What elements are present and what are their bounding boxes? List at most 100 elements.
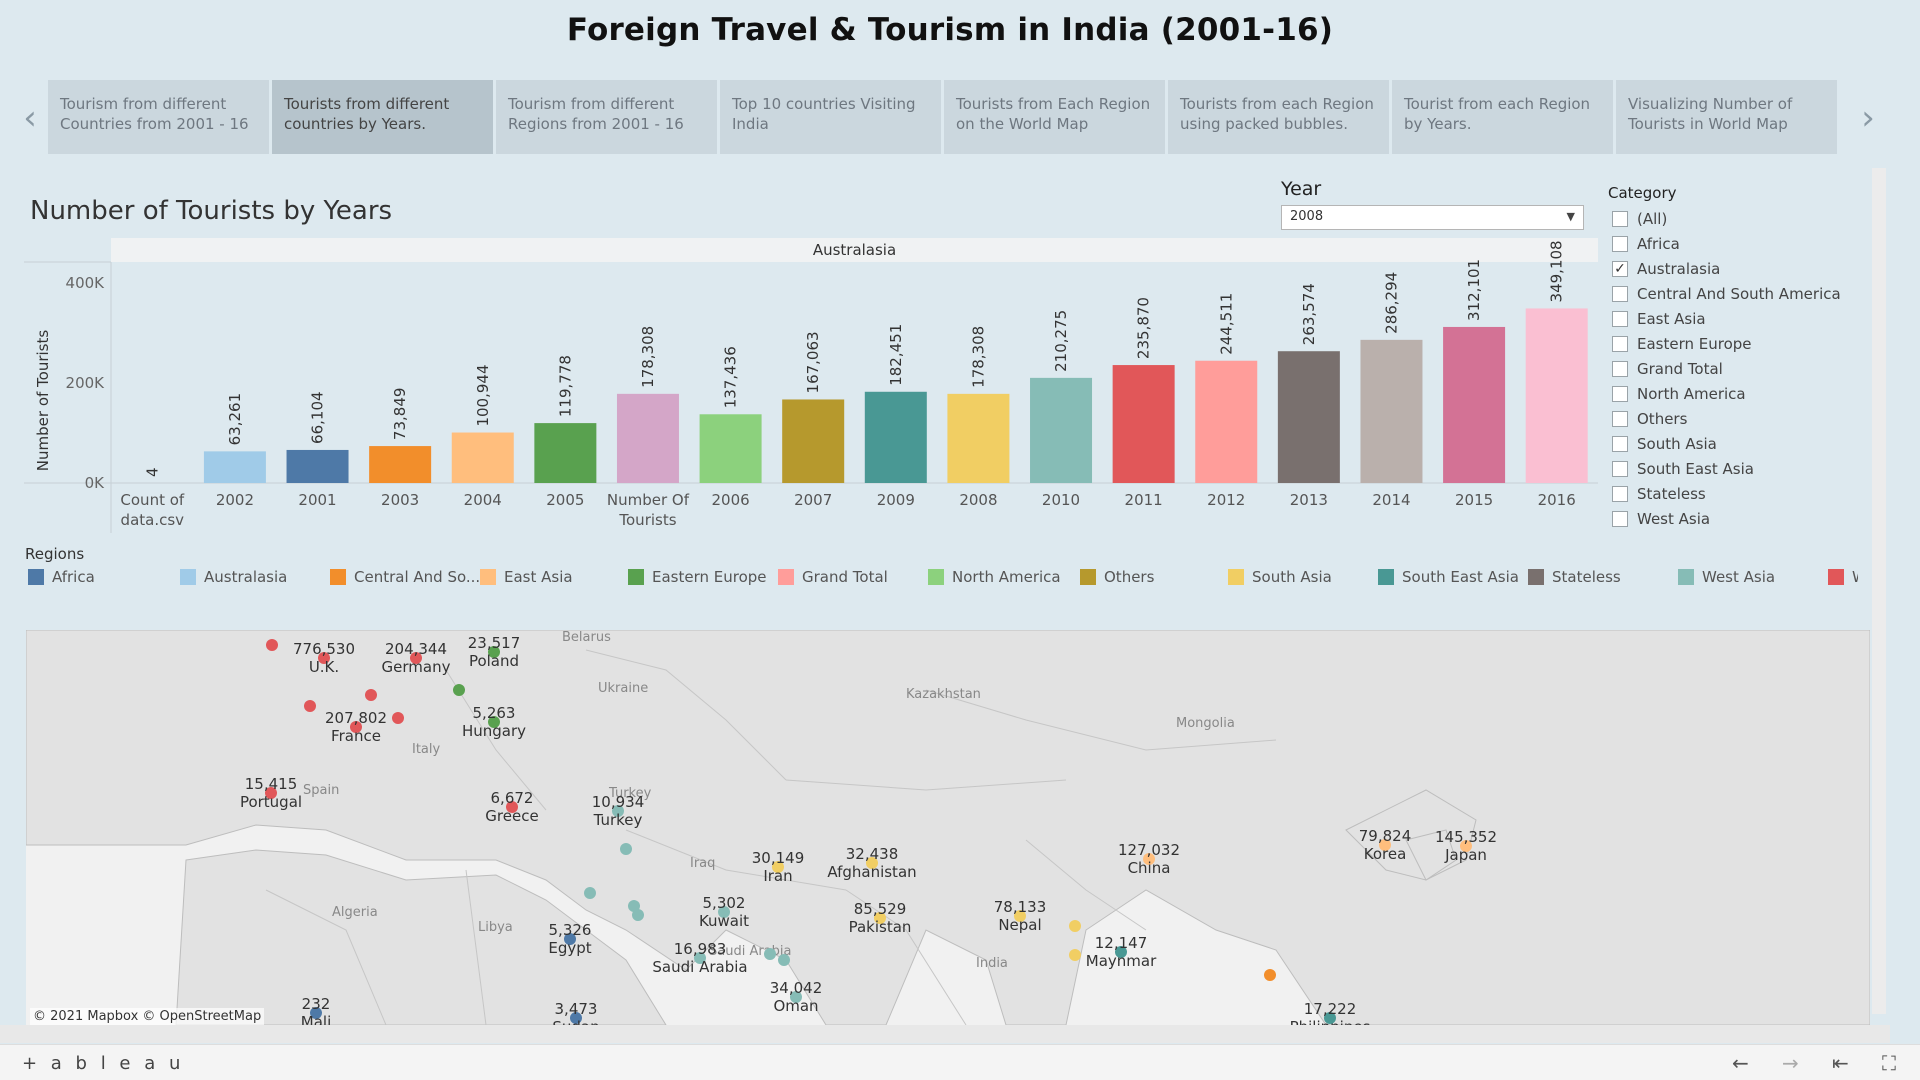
story-tab-4[interactable]: Top 10 countries Visiting India [720,80,941,154]
year-dropdown[interactable]: 2008 ▼ [1281,205,1584,230]
map-point[interactable] [1264,969,1276,981]
map-point[interactable] [488,716,500,728]
map-point[interactable] [632,909,644,921]
story-tab-1[interactable]: Tourism from different Countries from 20… [48,80,269,154]
map-point[interactable] [866,857,878,869]
map-point[interactable] [1143,853,1155,865]
legend-item[interactable]: Eastern Europe [628,568,767,586]
bar[interactable] [782,399,845,483]
checkbox-checked-icon[interactable]: ✓ [1612,260,1628,277]
map-point[interactable] [1115,946,1127,958]
checkbox-icon[interactable] [1612,285,1628,302]
bar[interactable] [947,393,1010,483]
bar[interactable] [451,432,514,483]
bar[interactable] [1112,365,1175,483]
bar[interactable] [616,393,679,483]
horizontal-scrollbar[interactable] [0,1025,1890,1043]
map-point[interactable] [318,652,330,664]
vertical-scrollbar[interactable] [1872,168,1886,1014]
legend-item[interactable]: South East Asia [1378,568,1519,586]
category-option[interactable]: Stateless [1612,481,1841,506]
checkbox-icon[interactable] [1612,485,1628,502]
legend-item[interactable]: West Asia [1678,568,1775,586]
legend-item[interactable]: Central And So... [330,568,480,586]
bar[interactable] [369,446,432,483]
checkbox-icon[interactable] [1612,310,1628,327]
map-point[interactable] [304,700,316,712]
bar[interactable] [1030,377,1093,483]
story-tab-2[interactable]: Tourists from different countries by Yea… [272,80,493,154]
map-point[interactable] [612,805,624,817]
bar[interactable] [1525,308,1588,483]
category-option[interactable]: Africa [1612,231,1841,256]
world-map[interactable]: Belarus Ukraine Kazakhstan Mongolia Spain Ita… [26,630,1870,1025]
bar[interactable] [864,391,927,483]
category-option[interactable]: Central And South America [1612,281,1841,306]
checkbox-icon[interactable] [1612,410,1628,427]
category-option[interactable]: Others [1612,406,1841,431]
map-point[interactable] [392,712,404,724]
map-point[interactable] [778,954,790,966]
map-point[interactable] [488,646,500,658]
story-tab-5[interactable]: Tourists from Each Region on the World M… [944,80,1165,154]
checkbox-icon[interactable] [1612,385,1628,402]
map-point[interactable] [584,887,596,899]
map-point[interactable] [310,1007,322,1019]
legend-item[interactable]: W [1828,568,1858,586]
bar[interactable] [1277,351,1340,483]
map-point[interactable] [1014,910,1026,922]
story-tab-6[interactable]: Tourists from each Region using packed b… [1168,80,1389,154]
map-point[interactable] [265,787,277,799]
checkbox-icon[interactable] [1612,235,1628,252]
checkbox-icon[interactable] [1612,210,1628,227]
category-option[interactable]: Eastern Europe [1612,331,1841,356]
map-point[interactable] [453,684,465,696]
undo-icon[interactable]: ← [1732,1051,1749,1075]
checkbox-icon[interactable] [1612,360,1628,377]
chevron-right-icon[interactable]: › [1861,98,1875,138]
map-point[interactable] [764,948,776,960]
map-point[interactable] [772,861,784,873]
map-point[interactable] [694,952,706,964]
story-tab-3[interactable]: Tourism from different Regions from 2001… [496,80,717,154]
map-point[interactable] [790,991,802,1003]
map-point[interactable] [1069,920,1081,932]
map-point[interactable] [874,912,886,924]
redo-icon[interactable]: → [1782,1051,1799,1075]
legend-item[interactable]: Grand Total [778,568,888,586]
category-option[interactable]: ✓ Australasia [1612,256,1841,281]
map-point[interactable] [564,933,576,945]
legend-item[interactable]: North America [928,568,1061,586]
map-point[interactable] [1324,1012,1336,1024]
checkbox-icon[interactable] [1612,435,1628,452]
story-tab-7[interactable]: Tourist from each Region by Years. [1392,80,1613,154]
category-option[interactable]: (All) [1612,206,1841,231]
checkbox-icon[interactable] [1612,510,1628,527]
bar[interactable] [286,449,349,483]
chevron-left-icon[interactable]: ‹ [23,98,37,138]
legend-item[interactable]: Africa [28,568,95,586]
map-point[interactable] [570,1012,582,1024]
category-option[interactable]: East Asia [1612,306,1841,331]
checkbox-icon[interactable] [1612,335,1628,352]
bar[interactable] [203,451,266,483]
map-point[interactable] [1069,949,1081,961]
map-point[interactable] [266,639,278,651]
map-point[interactable] [1460,840,1472,852]
bar[interactable] [1360,339,1423,483]
legend-item[interactable]: East Asia [480,568,573,586]
map-point[interactable] [506,801,518,813]
checkbox-icon[interactable] [1612,460,1628,477]
map-point[interactable] [628,900,640,912]
category-option[interactable]: West Asia [1612,506,1841,531]
map-point[interactable] [718,906,730,918]
bar[interactable] [699,414,762,483]
category-option[interactable]: North America [1612,381,1841,406]
category-option[interactable]: Grand Total [1612,356,1841,381]
legend-item[interactable]: Australasia [180,568,287,586]
map-point[interactable] [410,652,422,664]
map-point[interactable] [1379,839,1391,851]
map-point[interactable] [350,721,362,733]
category-option[interactable]: South East Asia [1612,456,1841,481]
fullscreen-icon[interactable]: ⛶ [1882,1051,1896,1075]
